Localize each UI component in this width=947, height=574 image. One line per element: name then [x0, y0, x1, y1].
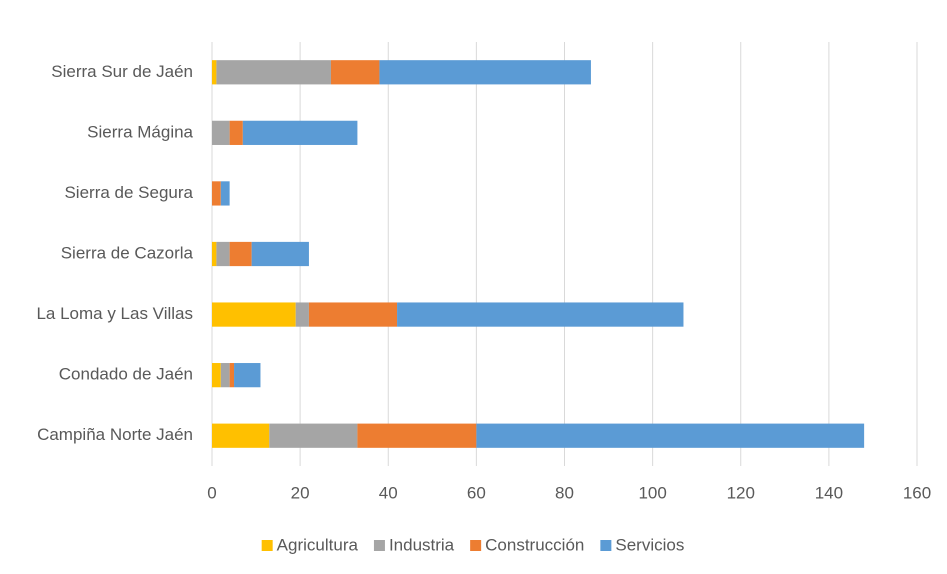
- bar-segment: [229, 363, 235, 388]
- bar-segment: [212, 60, 217, 85]
- legend-label: Agricultura: [277, 535, 359, 554]
- x-tick-label: 0: [207, 483, 216, 502]
- x-tick-label: 100: [638, 483, 666, 502]
- x-tick-label: 160: [903, 483, 931, 502]
- y-tick-label: Sierra Mágina: [87, 122, 193, 141]
- x-tick-label: 60: [467, 483, 486, 502]
- legend-label: Construcción: [485, 535, 584, 554]
- legend-swatch: [261, 540, 273, 551]
- y-tick-label: La Loma y Las Villas: [36, 304, 193, 323]
- y-tick-label: Sierra de Segura: [64, 183, 193, 202]
- y-tick-label: Sierra de Cazorla: [61, 243, 194, 262]
- legend-swatch: [470, 540, 482, 551]
- bar-segment: [308, 302, 398, 327]
- legend-label: Industria: [389, 535, 455, 554]
- bar-segment: [216, 60, 331, 85]
- bar-segment: [229, 120, 243, 145]
- bar-segment: [220, 181, 230, 206]
- bar-segment: [295, 302, 309, 327]
- bar-segment: [269, 423, 358, 448]
- x-tick-label: 20: [291, 483, 310, 502]
- bar-segment: [220, 363, 230, 388]
- bar-segment: [212, 302, 296, 327]
- legend-label: Servicios: [615, 535, 684, 554]
- bar-segment: [330, 60, 380, 85]
- y-tick-label: Sierra Sur de Jaén: [51, 62, 193, 81]
- bar-segment: [397, 302, 684, 327]
- y-tick-label: Campiña Norte Jaén: [37, 425, 193, 444]
- bar-segment: [212, 241, 217, 267]
- bar-segment: [212, 423, 270, 448]
- bar-segment: [357, 423, 477, 448]
- bar-segment: [212, 363, 221, 388]
- x-tick-label: 80: [555, 483, 574, 502]
- bar-segment: [216, 241, 230, 267]
- legend-swatch: [600, 540, 612, 551]
- bar-segment: [251, 241, 309, 267]
- bar-segment: [212, 120, 230, 145]
- bar-segment: [212, 181, 221, 206]
- legend-swatch: [373, 540, 385, 551]
- bar-segment: [229, 241, 252, 267]
- bar-segment: [476, 423, 865, 448]
- bar-segment: [234, 363, 261, 388]
- x-tick-label: 40: [379, 483, 398, 502]
- bar-segment: [242, 120, 358, 145]
- x-tick-label: 120: [727, 483, 755, 502]
- y-tick-label: Condado de Jaén: [59, 365, 193, 384]
- bar-segment: [379, 60, 591, 85]
- x-tick-label: 140: [815, 483, 843, 502]
